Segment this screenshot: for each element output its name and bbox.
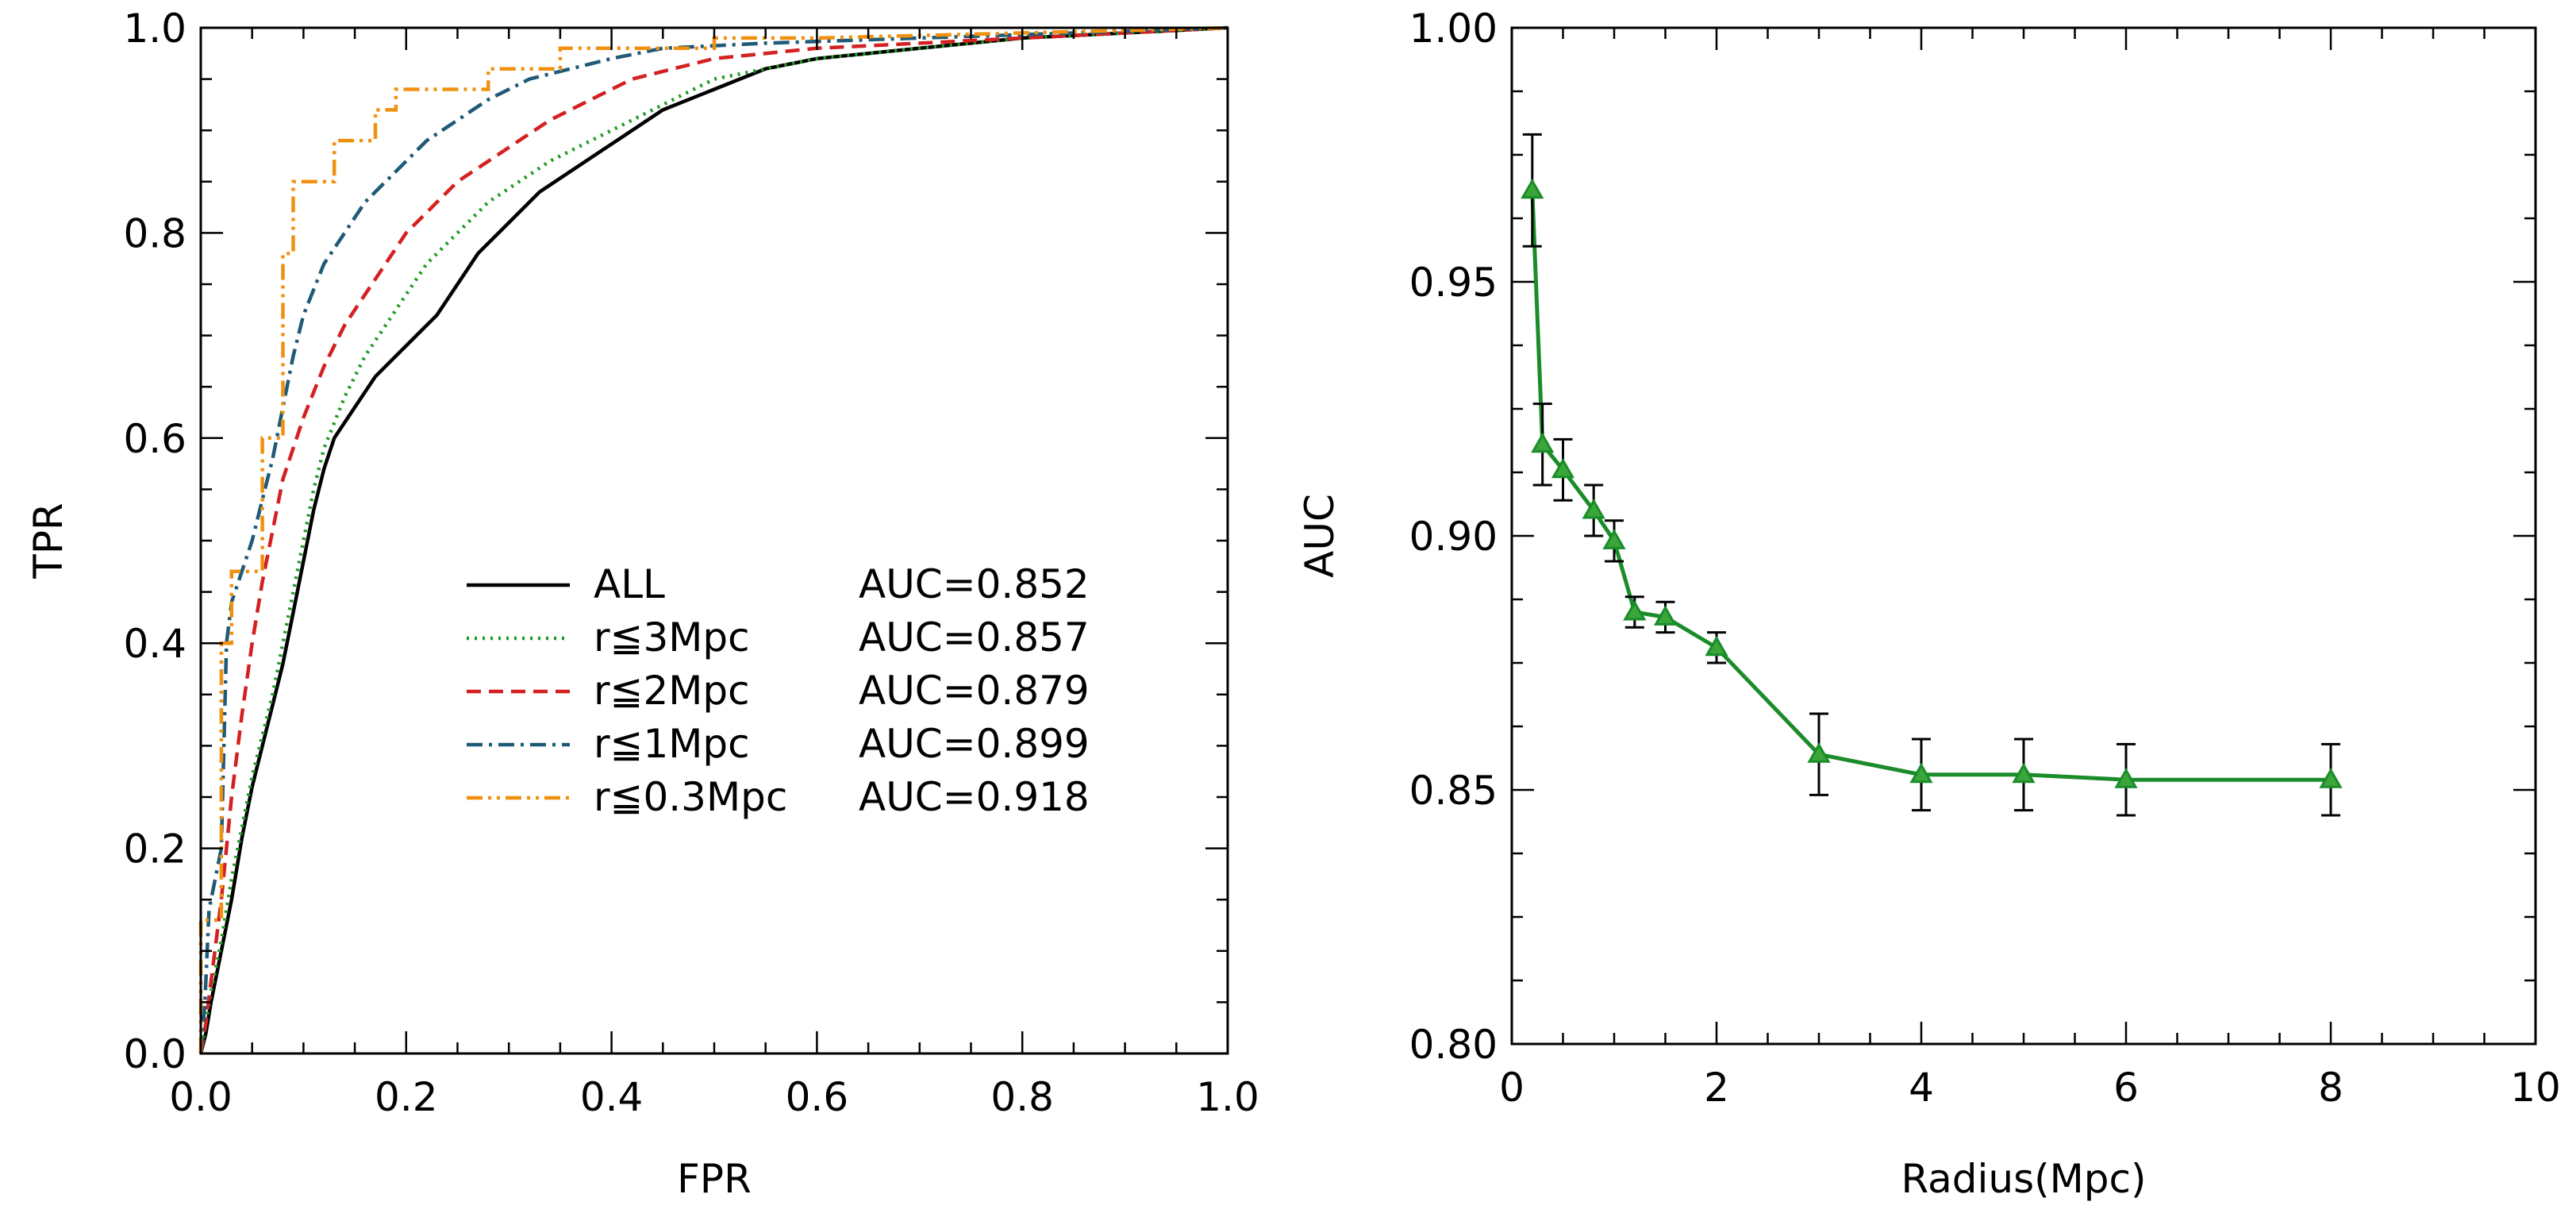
auc-x-axis-label: Radius(Mpc) <box>1901 1156 2146 1202</box>
data-point-marker <box>1602 529 1626 549</box>
legend-label-r03: r≦0.3Mpc <box>594 774 787 820</box>
auc-y-tick-label: 0.80 <box>1409 1022 1498 1068</box>
roc-x-tick-label: 0.6 <box>786 1074 849 1120</box>
auc-x-tick-label: 2 <box>1704 1065 1729 1111</box>
roc-y-tick-label: 1.0 <box>123 6 186 52</box>
roc-x-tick-label: 1.0 <box>1196 1074 1259 1120</box>
roc-y-axis-label: TPR <box>25 503 71 579</box>
data-point-marker <box>2319 768 2343 788</box>
data-point-marker <box>1521 178 1544 199</box>
legend-auc-all: AUC=0.852 <box>859 561 1090 607</box>
roc-x-tick-label: 0.2 <box>375 1074 438 1120</box>
legend-auc-r1: AUC=0.899 <box>859 721 1090 767</box>
data-point-marker <box>1582 498 1605 519</box>
roc-x-tick-label: 0.8 <box>990 1074 1054 1120</box>
auc-plot-frame <box>1510 26 2537 1046</box>
auc-x-tick-label: 0 <box>1499 1065 1524 1111</box>
roc-plot-frame <box>199 26 1229 1055</box>
roc-x-tick-label: 0.4 <box>580 1074 644 1120</box>
data-point-marker <box>1807 742 1831 763</box>
auc-x-tick-label: 8 <box>2318 1065 2343 1111</box>
auc-x-tick-label: 4 <box>1909 1065 1934 1111</box>
auc-panel: 0 2 4 6 8 10 0.80 0.85 0.90 0.95 1.00 Radius(Mpc) AU… <box>1297 6 2561 1202</box>
roc-x-axis-label: FPR <box>677 1156 752 1202</box>
legend-label-r2: r≦2Mpc <box>594 668 750 714</box>
data-point-marker <box>1531 432 1555 453</box>
legend-auc-r03: AUC=0.918 <box>859 774 1090 820</box>
auc-line <box>1530 190 2331 782</box>
roc-y-tick-label: 0.0 <box>123 1031 186 1077</box>
legend-auc-r3: AUC=0.857 <box>859 614 1090 661</box>
roc-y-tick-label: 0.6 <box>123 416 186 462</box>
auc-y-tick-label: 0.85 <box>1409 768 1498 814</box>
auc-y-tick-label: 0.90 <box>1409 514 1498 560</box>
roc-curve-r2 <box>198 25 1228 1054</box>
legend-label-r3: r≦3Mpc <box>594 614 750 661</box>
data-point-marker <box>1551 457 1575 479</box>
data-point-marker <box>1909 762 1933 784</box>
data-point-marker <box>1653 605 1678 626</box>
legend: ALL AUC=0.852 r≦3Mpc AUC=0.857 r≦2Mpc AUC=0.8… <box>467 561 1090 820</box>
legend-label-all: ALL <box>594 561 665 607</box>
auc-y-tick-label: 1.00 <box>1409 6 1498 52</box>
data-point-marker <box>2114 768 2138 788</box>
roc-curve-r3 <box>198 25 1228 1054</box>
data-point-marker <box>1705 635 1728 657</box>
roc-y-tick-label: 0.8 <box>123 210 186 256</box>
data-point-marker <box>2012 762 2036 784</box>
auc-x-tick-label: 6 <box>2113 1065 2139 1111</box>
roc-y-tick-label: 0.4 <box>123 621 186 667</box>
auc-y-axis-label: AUC <box>1297 494 1343 578</box>
roc-curve-all <box>198 25 1228 1054</box>
legend-label-r1: r≦1Mpc <box>594 721 750 767</box>
roc-y-tick-label: 0.2 <box>123 826 186 872</box>
data-point-marker <box>1623 599 1647 621</box>
auc-x-tick-label: 10 <box>2510 1065 2561 1111</box>
legend-auc-r2: AUC=0.879 <box>859 668 1090 714</box>
auc-y-tick-label: 0.95 <box>1409 260 1498 306</box>
roc-curve-r1 <box>198 25 1228 1054</box>
roc-curve-r03 <box>198 25 1228 1053</box>
roc-x-tick-label: 0.0 <box>169 1074 233 1120</box>
roc-panel: 0.0 0.2 0.4 0.6 0.8 1.0 0.0 0.2 0.4 0.6 0.8 1.0 FPR T… <box>25 6 1259 1202</box>
